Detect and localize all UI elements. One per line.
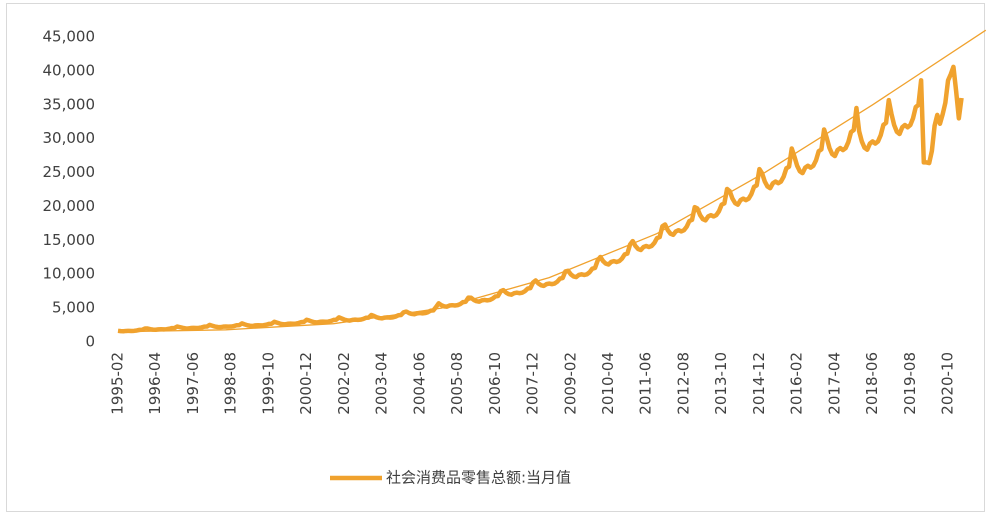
x-tick-label: 1996-04: [146, 352, 164, 415]
x-tick-label: 2005-08: [448, 352, 466, 415]
trend-line: [117, 29, 987, 333]
x-tick-label: 2002-02: [335, 352, 353, 415]
chart-frame: [6, 3, 985, 512]
y-tick-label: 35,000: [43, 95, 96, 113]
x-tick-label: 1997-06: [184, 352, 202, 415]
y-tick-label: 40,000: [43, 61, 96, 79]
x-tick-label: 2017-04: [825, 352, 843, 415]
x-tick-label: 2006-10: [486, 352, 504, 415]
x-tick-label: 2007-12: [524, 352, 542, 415]
series-line: [117, 64, 964, 334]
y-tick-label: 20,000: [43, 197, 96, 215]
y-tick-label: 45,000: [43, 28, 96, 46]
x-tick-label: 2003-04: [373, 352, 391, 415]
y-tick-label: 0: [85, 333, 95, 351]
x-tick-label: 2019-08: [901, 352, 919, 415]
x-tick-label: 2004-06: [410, 352, 428, 415]
x-tick-label: 2014-12: [750, 352, 768, 415]
x-tick-label: 2018-06: [863, 352, 881, 415]
legend-label: 社会消费品零售总额:当月值: [386, 469, 571, 487]
x-tick-label: 1995-02: [109, 352, 127, 415]
x-tick-label: 2009-02: [561, 352, 579, 415]
y-tick-label: 10,000: [43, 265, 96, 283]
y-tick-label: 15,000: [43, 231, 96, 249]
x-tick-label: 2012-08: [674, 352, 692, 415]
y-tick-label: 30,000: [43, 129, 96, 147]
y-tick-label: 5,000: [52, 299, 95, 317]
x-tick-label: 2000-12: [297, 352, 315, 415]
x-tick-label: 2010-04: [599, 352, 617, 415]
x-tick-label: 2016-02: [788, 352, 806, 415]
x-tick-label: 1999-10: [259, 352, 277, 415]
x-tick-label: 1998-08: [222, 352, 240, 415]
x-tick-label: 2020-10: [939, 352, 957, 415]
x-tick-label: 2011-06: [637, 352, 655, 415]
x-tick-label: 2013-10: [712, 352, 730, 415]
y-tick-label: 25,000: [43, 163, 96, 181]
